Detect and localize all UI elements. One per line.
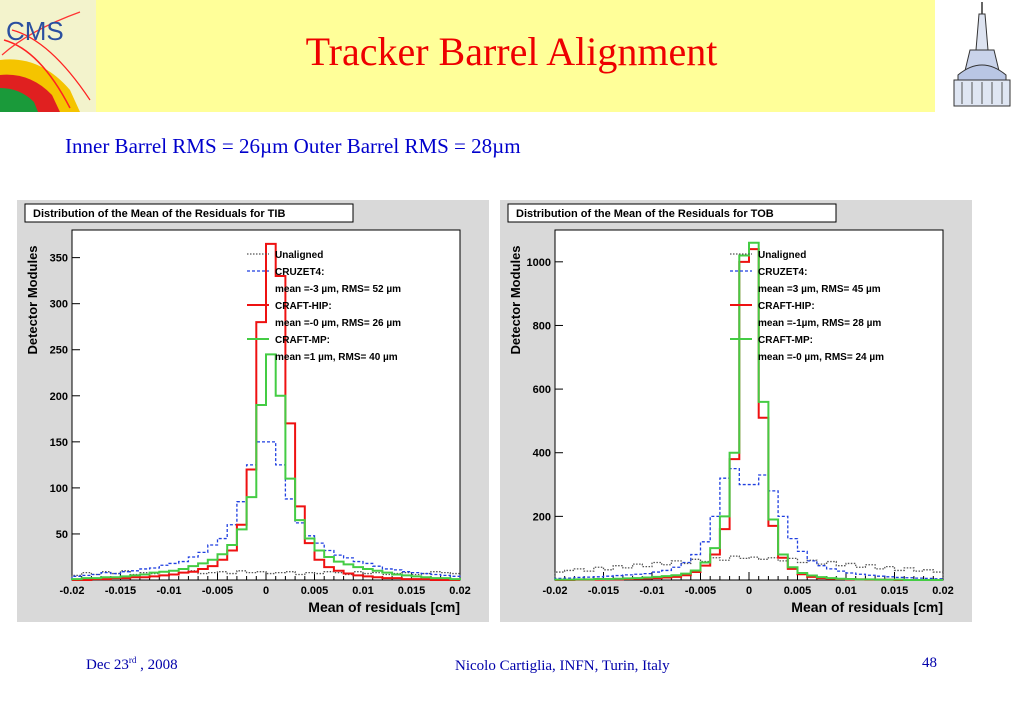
- x-tick-label: 0.01: [835, 585, 856, 597]
- legend-detail: mean =-1µm, RMS= 28 µm: [758, 318, 881, 329]
- series-line-2: [72, 242, 460, 581]
- page-number: 48: [922, 655, 937, 671]
- footer-author: Nicolo Cartiglia, INFN, Turin, Italy: [455, 658, 670, 674]
- series-line-0: [554, 555, 944, 580]
- legend-detail: mean =3 µm, RMS= 45 µm: [758, 284, 881, 295]
- x-tick-label: -0.02: [59, 585, 84, 597]
- x-tick-label: -0.015: [105, 585, 136, 597]
- series-line-1: [554, 467, 944, 580]
- y-axis-label: Detector Modules: [508, 245, 523, 354]
- x-tick-label: 0.005: [301, 585, 329, 597]
- x-tick-label: -0.01: [639, 585, 664, 597]
- x-tick-label: -0.005: [685, 585, 716, 597]
- series-line-3: [554, 241, 943, 581]
- rms-summary: Inner Barrel RMS = 26µm Outer Barrel RMS…: [65, 134, 521, 158]
- y-tick-label: 250: [50, 345, 68, 357]
- x-tick-label: 0.015: [881, 585, 909, 597]
- footer-date: Dec 23rd , 2008: [86, 655, 178, 674]
- x-tick-label: 0.015: [398, 585, 426, 597]
- footer-date-sup: rd: [128, 655, 137, 665]
- chart-title: Distribution of the Mean of the Residual…: [516, 208, 774, 220]
- legend-detail: mean =-0 µm, RMS= 26 µm: [275, 318, 401, 329]
- footer-date-prefix: Dec 23: [86, 657, 129, 673]
- x-tick-label: 0.01: [352, 585, 373, 597]
- slide-header: [0, 0, 935, 112]
- y-tick-label: 100: [50, 483, 68, 495]
- y-tick-label: 1000: [527, 257, 551, 269]
- legend-detail: mean =-0 µm, RMS= 24 µm: [758, 352, 884, 363]
- y-tick-label: 50: [56, 529, 68, 541]
- tob-chart-panel: Distribution of the Mean of the Residual…: [500, 200, 972, 622]
- plot-area: [554, 229, 944, 581]
- cms-logo-text: CMS: [6, 16, 64, 46]
- y-tick-label: 200: [533, 511, 551, 523]
- y-tick-label: 200: [50, 391, 68, 403]
- y-tick-label: 300: [50, 299, 68, 311]
- y-tick-label: 350: [50, 253, 68, 265]
- x-tick-label: 0.02: [932, 585, 953, 597]
- y-tick-label: 800: [533, 320, 551, 332]
- series-line-3: [71, 353, 461, 581]
- chart-title-box: [24, 203, 354, 223]
- x-tick-label: -0.02: [542, 585, 567, 597]
- legend-label: CRAFT-MP:: [758, 335, 813, 346]
- x-tick-label: 0: [746, 585, 752, 597]
- x-tick-label: -0.005: [202, 585, 233, 597]
- legend-label: Unaligned: [275, 250, 323, 261]
- legend-detail: mean =1 µm, RMS= 40 µm: [275, 352, 398, 363]
- x-axis-label: Mean of residuals [cm]: [308, 599, 460, 615]
- legend-label: CRUZET4:: [275, 267, 324, 278]
- y-axis-label: Detector Modules: [25, 245, 40, 354]
- slide-title: Tracker Barrel Alignment: [305, 29, 718, 74]
- x-tick-label: 0: [263, 585, 269, 597]
- legend-detail: mean =-3 µm, RMS= 52 µm: [275, 284, 401, 295]
- legend-label: CRAFT-MP:: [275, 335, 330, 346]
- y-tick-label: 150: [50, 437, 68, 449]
- legend-label: CRUZET4:: [758, 267, 807, 278]
- legend-label: CRAFT-HIP:: [275, 301, 332, 312]
- x-tick-label: -0.01: [156, 585, 181, 597]
- cms-logo: CMS: [0, 0, 96, 112]
- tob-chart: Distribution of the Mean of the Residual…: [507, 203, 954, 615]
- chart-title-box: [507, 203, 837, 223]
- x-tick-label: 0.005: [784, 585, 812, 597]
- chart-title: Distribution of the Mean of the Residual…: [33, 208, 285, 220]
- tib-chart: Distribution of the Mean of the Residual…: [24, 203, 471, 615]
- x-tick-label: -0.015: [588, 585, 619, 597]
- mole-antonelliana-icon: [944, 0, 1020, 112]
- x-axis-label: Mean of residuals [cm]: [791, 599, 943, 615]
- tib-chart-panel: Distribution of the Mean of the Residual…: [17, 200, 489, 622]
- y-tick-label: 600: [533, 384, 551, 396]
- y-tick-label: 400: [533, 448, 551, 460]
- legend-label: Unaligned: [758, 250, 806, 261]
- series-line-1: [71, 441, 461, 580]
- x-tick-label: 0.02: [449, 585, 470, 597]
- footer-date-suffix: , 2008: [136, 657, 178, 673]
- legend-label: CRAFT-HIP:: [758, 301, 815, 312]
